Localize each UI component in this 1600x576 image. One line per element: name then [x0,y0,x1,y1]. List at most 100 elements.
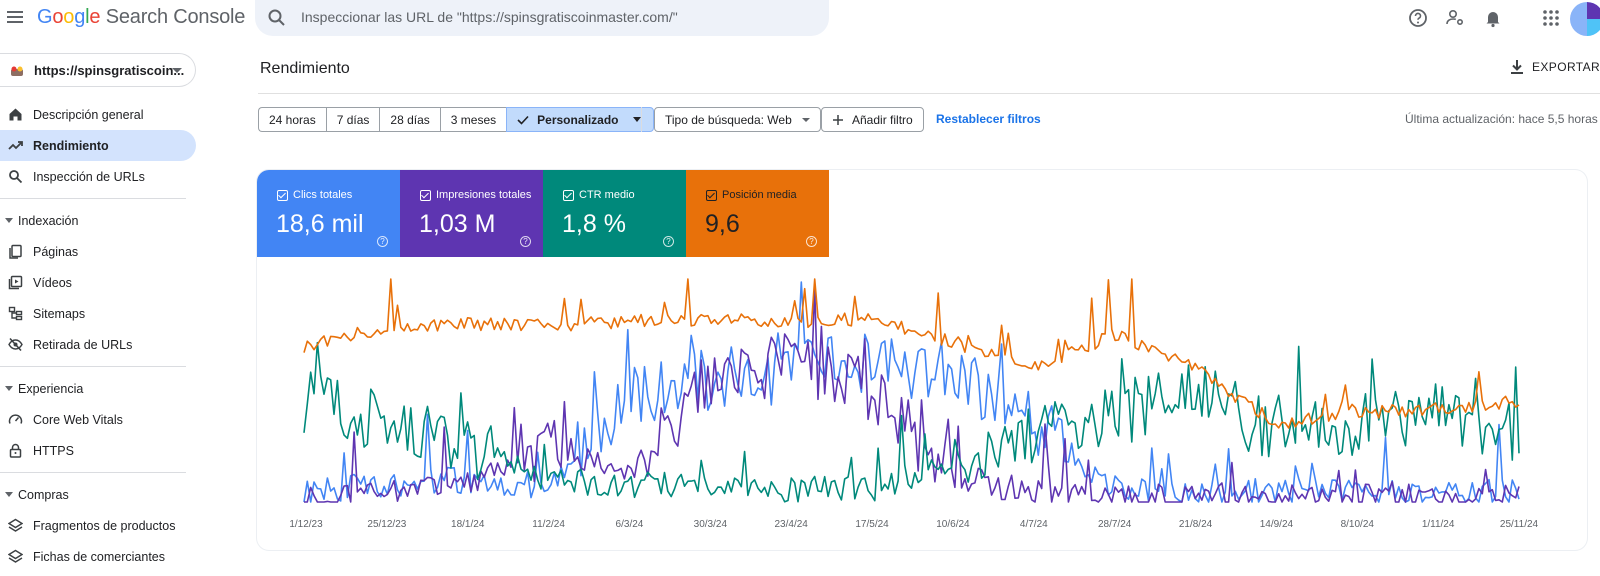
x-tick-label: 18/1/24 [451,519,485,530]
x-tick-label: 6/3/24 [615,519,644,530]
search-input[interactable] [301,4,811,30]
metric-cards: Clics totales 18,6 mil ? Impresiones tot… [257,170,829,257]
sidebar-item-label: Fragmentos de productos [33,518,176,533]
series-line-1[interactable] [303,281,1520,503]
sidebar-section-indexing[interactable]: Indexación [0,205,196,236]
logo-product: Search Console [105,6,246,28]
google-search-console-logo[interactable]: Google Search Console [37,6,245,29]
chevron-down-icon [172,68,182,73]
x-tick-label: 17/5/24 [855,519,889,530]
sidebar-item-label: Sitemaps [33,306,86,321]
sidebar-item-product-snippets[interactable]: Fragmentos de productos [0,510,196,541]
page-title: Rendimiento [260,60,350,77]
checkbox-icon[interactable] [706,189,717,201]
property-url: https://spinsgratiscoin... [34,63,185,78]
sidebar-item-performance[interactable]: Rendimiento [0,130,196,161]
sidebar-item-merchant-listings[interactable]: Fichas de comerciantes [0,541,196,572]
sidebar-item-https[interactable]: HTTPS [0,435,196,466]
date-range-28d[interactable]: 28 días [379,107,440,132]
x-tick-label: 28/7/24 [1097,519,1132,530]
series-line-3[interactable] [303,341,1520,503]
chevron-down-icon [632,117,641,122]
add-filter-button[interactable]: Añadir filtro [821,107,924,132]
date-range-24h[interactable]: 24 horas [258,107,326,132]
search-type-filter[interactable]: Tipo de búsqueda: Web [654,107,821,132]
date-range-selector: 24 horas 7 días 28 días 3 meses Personal… [258,107,654,132]
sidebar-section-experience[interactable]: Experiencia [0,373,196,404]
sidebar-item-videos[interactable]: Vídeos [0,267,196,298]
check-icon [517,115,529,125]
x-tick-label: 10/6/24 [936,519,970,530]
download-icon [1511,60,1523,74]
metric-card-position[interactable]: Posición media 9,6 ? [686,170,829,257]
divider [0,198,186,199]
property-selector[interactable]: https://spinsgratiscoin... [0,53,196,87]
metric-card-impressions[interactable]: Impresiones totales 1,03 M ? [400,170,543,257]
export-label: EXPORTAR [1532,60,1600,74]
logo-google: Google [37,6,101,28]
sidebar-item-label: Inspección de URLs [33,169,145,184]
checkbox-icon[interactable] [563,189,574,201]
chevron-down-icon [801,117,810,122]
metric-card-ctr[interactable]: CTR medio 1,8 % ? [543,170,686,257]
divider [641,107,642,132]
top-app-bar: Google Search Console [0,0,1600,36]
avatar[interactable] [1570,2,1600,36]
reset-filters-link[interactable]: Restablecer filtros [936,112,1041,126]
sidebar-section-shopping[interactable]: Compras [0,479,196,510]
x-tick-label: 25/12/23 [367,519,407,530]
sitemap-icon [8,306,23,321]
help-icon[interactable]: ? [663,236,674,247]
apps-icon[interactable] [1540,7,1562,29]
metric-label-text: Posición media [722,189,797,201]
sidebar-item-label: HTTPS [33,443,74,458]
x-axis-labels: 1/12/23 25/12/23 18/1/24 11/2/24 6/3/24 30/3/… [257,519,1587,535]
pages-icon [9,244,22,259]
sidebar-item-sitemaps[interactable]: Sitemaps [0,298,196,329]
checkbox-icon[interactable] [277,189,288,201]
sidebar-item-label: Descripción general [33,107,144,122]
help-icon[interactable]: ? [806,236,817,247]
layers-icon [8,549,23,563]
metric-value: 1,8 % [562,210,626,238]
add-icon [833,114,843,125]
date-range-7d[interactable]: 7 días [325,107,380,132]
sidebar-item-core-web-vitals[interactable]: Core Web Vitals [0,404,196,435]
metric-value: 18,6 mil [276,210,364,238]
date-range-custom[interactable]: Personalizado [506,107,654,132]
sidebar-item-overview[interactable]: Descripción general [0,99,196,130]
divider [0,472,186,473]
url-inspection-search[interactable] [255,0,829,36]
series-line-2[interactable] [304,287,1520,503]
help-icon[interactable]: ? [377,236,388,247]
sidebar-section-title: Experiencia [18,381,84,396]
help-icon[interactable]: ? [520,236,531,247]
sidebar-item-pages[interactable]: Páginas [0,236,196,267]
sidebar-item-label: Fichas de comerciantes [33,549,166,564]
export-button[interactable]: EXPORTAR [1510,59,1600,75]
home-icon [9,108,22,121]
metric-label-text: CTR medio [579,189,635,201]
x-tick-label: 1/12/23 [289,519,323,530]
help-icon[interactable] [1407,7,1429,29]
site-favicon-icon [11,66,23,76]
performance-line-chart[interactable] [257,257,1587,547]
manage-accounts-icon[interactable] [1444,7,1466,29]
notifications-icon[interactable] [1482,7,1504,29]
metric-card-clicks[interactable]: Clics totales 18,6 mil ? [257,170,400,257]
search-icon[interactable] [267,8,287,28]
lock-icon [9,443,22,458]
checkbox-icon[interactable] [420,189,431,201]
menu-icon[interactable] [6,8,24,26]
date-range-custom-label: Personalizado [537,112,619,127]
sidebar-item-url-inspection[interactable]: Inspección de URLs [0,161,196,192]
metric-label: Clics totales [277,189,393,201]
chevron-down-icon [5,218,13,223]
x-tick-label: 4/7/24 [1019,519,1048,530]
date-range-3m[interactable]: 3 meses [439,107,507,132]
layers-icon [8,518,23,532]
sidebar-item-url-removals[interactable]: Retirada de URLs [0,329,196,360]
divider [258,93,1600,94]
series-line-4[interactable] [303,278,1520,429]
chevron-down-icon [5,492,13,497]
